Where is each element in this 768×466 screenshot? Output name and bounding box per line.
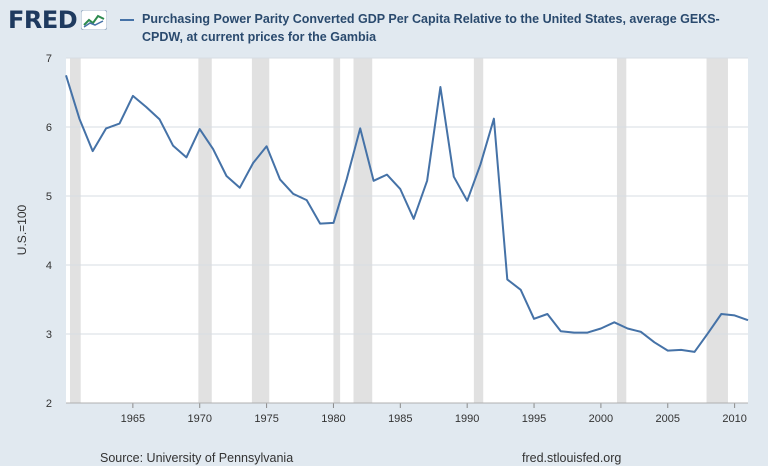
x-tick-label: 1985 xyxy=(388,413,412,425)
legend-line-swatch xyxy=(120,19,134,21)
y-axis-ticks: 2 3 4 5 6 7 xyxy=(46,53,52,410)
x-tick-label: 2000 xyxy=(589,413,613,425)
x-tick-label: 1970 xyxy=(187,413,211,425)
x-tick-label: 1995 xyxy=(522,413,546,425)
recession-band xyxy=(333,58,341,403)
y-tick-label: 5 xyxy=(46,191,52,203)
recession-band xyxy=(353,58,373,403)
x-tick-label: 2005 xyxy=(656,413,680,425)
recession-band xyxy=(251,58,270,403)
y-tick-label: 2 xyxy=(46,398,52,410)
x-tick-label: 1990 xyxy=(455,413,479,425)
plot-area xyxy=(66,58,748,403)
source-credit: Source: University of Pennsylvania xyxy=(100,451,294,465)
x-tick-label: 2010 xyxy=(722,413,746,425)
fred-logo-text: FRED xyxy=(8,6,78,34)
series-line xyxy=(65,75,749,353)
fred-url-link[interactable]: fred.stlouisfed.org xyxy=(522,451,622,465)
y-tick-label: 7 xyxy=(46,53,52,65)
y-tick-label: 4 xyxy=(46,260,52,272)
recession-band xyxy=(616,58,627,403)
recession-band xyxy=(473,58,484,403)
legend-series-title: Purchasing Power Parity Converted GDP Pe… xyxy=(142,12,720,44)
recession-band xyxy=(70,58,81,403)
recession-bands xyxy=(70,58,728,403)
x-tick-label: 1975 xyxy=(254,413,278,425)
recession-band xyxy=(198,58,212,403)
trend-chart-icon xyxy=(81,10,108,30)
x-tick-label: 1965 xyxy=(121,413,145,425)
grid-lines xyxy=(66,57,748,404)
chart-legend: Purchasing Power Parity Converted GDP Pe… xyxy=(120,10,754,46)
fred-logo[interactable]: FRED xyxy=(8,6,108,34)
x-axis-ticks: 1965 1970 1975 1980 1985 1990 1995 2000 2005 2010 xyxy=(66,402,748,425)
y-tick-label: 3 xyxy=(46,329,52,341)
x-tick-label: 1980 xyxy=(321,413,345,425)
y-tick-label: 6 xyxy=(46,122,52,134)
recession-band xyxy=(706,58,728,403)
